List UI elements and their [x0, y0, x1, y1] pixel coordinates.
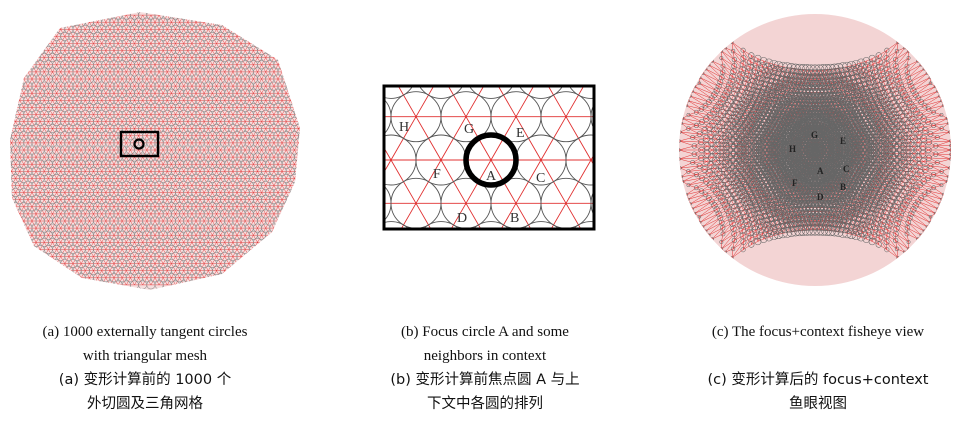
frame-background	[384, 86, 594, 229]
neighbor-circle	[591, 265, 608, 300]
label-C: C	[843, 164, 850, 174]
focus-neighbors-diagram: H G E F A C D B	[378, 5, 608, 300]
context-frame	[382, 84, 596, 231]
label-E: E	[516, 126, 525, 141]
neighbor-circle	[441, 5, 491, 55]
figure-a	[0, 0, 310, 300]
neighbor-circle	[568, 86, 594, 99]
label-A: A	[486, 169, 497, 184]
neighbor-circle	[541, 265, 591, 300]
neighbor-circle	[384, 86, 414, 99]
caption-c-en-1: (c) The focus+context fisheye view	[711, 324, 925, 340]
neighbor-circle	[384, 221, 410, 229]
neighbor-circle	[565, 134, 594, 186]
figure-c: G H E A C F B D	[665, 0, 965, 300]
label-H: H	[789, 144, 796, 154]
neighbor-circle	[378, 265, 391, 300]
packed-circles	[10, 12, 300, 290]
neighbor-circle	[572, 221, 594, 229]
neighbor-circle	[418, 86, 464, 99]
label-F: F	[792, 178, 798, 188]
caption-b-en-2: neighbors in context	[423, 348, 547, 364]
caption-c-en-2	[668, 344, 968, 368]
caption-a-en-1: (a) 1000 externally tangent circles	[42, 324, 248, 340]
caption-c: (c) The focus+context fisheye view (c) 变…	[668, 320, 968, 416]
neighbor-circle	[391, 265, 441, 300]
caption-a-en-2: with triangular mesh	[82, 348, 208, 364]
figure-b: H G E F A C D B	[378, 0, 608, 300]
label-F: F	[433, 167, 441, 182]
circle-packing-diagram	[10, 12, 300, 290]
caption-b: (b) Focus circle A and some neighbors in…	[345, 320, 625, 416]
neighbor-circle	[591, 5, 608, 55]
label-A: A	[817, 166, 824, 176]
neighbor-circle	[468, 86, 514, 99]
tangent-circles	[10, 12, 300, 290]
label-C: C	[536, 171, 545, 186]
caption-c-zh-2: 鱼眼视图	[789, 396, 847, 412]
caption-a-zh-2: 外切圆及三角网格	[87, 396, 203, 412]
focus-circle-A	[463, 132, 519, 188]
neighbor-circle	[422, 221, 460, 229]
caption-a: (a) 1000 externally tangent circles with…	[0, 320, 290, 416]
caption-b-zh-1: (b) 变形计算前焦点圆 A 与上	[390, 372, 580, 388]
neighbor-circle	[541, 5, 591, 55]
caption-a-zh-1: (a) 变形计算前的 1000 个	[58, 372, 232, 388]
label-G: G	[464, 122, 474, 137]
label-E: E	[840, 136, 846, 146]
label-D: D	[817, 192, 824, 202]
label-G: G	[811, 130, 818, 140]
label-B: B	[510, 211, 519, 226]
caption-b-zh-2: 下文中各圆的排列	[427, 396, 543, 412]
neighbor-circles	[378, 5, 608, 300]
neighbor-circle	[441, 265, 491, 300]
focus-circle-marker	[133, 138, 145, 150]
neighbor-circle	[522, 221, 560, 229]
label-B: B	[840, 182, 846, 192]
focus-region-box	[119, 130, 160, 158]
neighbor-circle	[518, 86, 564, 99]
neighbor-circle	[391, 5, 441, 55]
neighbor-circle	[590, 103, 594, 130]
fisheye-view-diagram: G H E A C F B D	[679, 14, 951, 286]
caption-b-en-1: (b) Focus circle A and some	[401, 324, 569, 340]
neighbor-circle	[491, 5, 541, 55]
caption-c-zh-1: (c) 变形计算后的 focus+context	[707, 372, 929, 388]
neighbor-circle	[491, 265, 541, 300]
label-D: D	[457, 211, 467, 226]
label-H: H	[399, 120, 409, 135]
neighbor-circle	[378, 5, 391, 55]
neighbor-circle	[472, 221, 510, 229]
neighbor-circle	[590, 190, 594, 217]
mesh-edges	[384, 86, 594, 229]
